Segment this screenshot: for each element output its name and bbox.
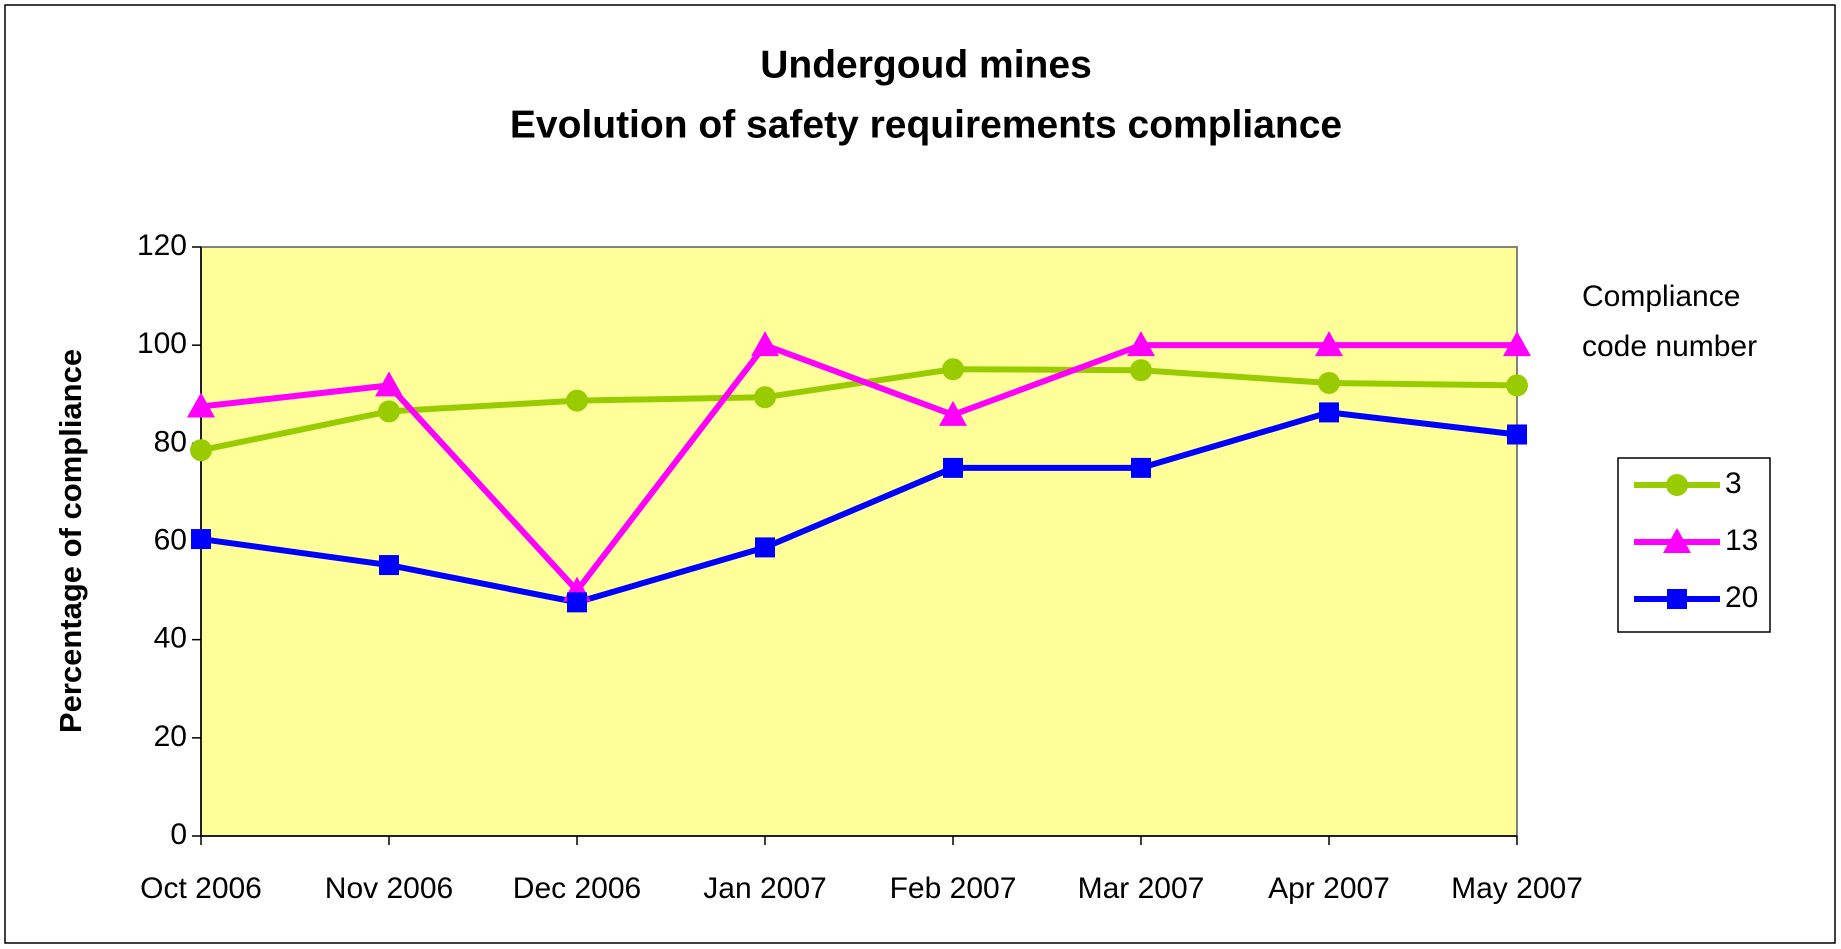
marker [187,392,215,418]
marker [1315,331,1343,357]
plot-area [200,246,1518,837]
y-tick-label: 20 [154,720,187,753]
y-tick-label: 60 [154,523,187,556]
marker [566,389,588,412]
x-tick-label: Mar 2007 [1078,872,1205,905]
chart-subtitle: Evolution of safety requirements complia… [510,103,1342,146]
marker [942,358,964,381]
marker [1503,331,1531,357]
y-tick-label: 40 [154,622,187,655]
series-line [200,342,1517,594]
marker [939,400,967,426]
y-tick-label: 80 [154,425,187,458]
marker [755,537,775,558]
marker [191,529,211,550]
x-tick-label: Nov 2006 [325,872,453,905]
legend-label: 20 [1725,581,1758,614]
marker [1130,359,1152,382]
x-tick-label: Apr 2007 [1268,872,1390,905]
x-tick-label: May 2007 [1451,872,1583,905]
marker [1318,371,1340,394]
y-tick-label: 120 [137,229,187,262]
legend-marker [1666,474,1688,496]
y-tick-label: 100 [137,327,187,360]
legend-marker [1667,589,1687,609]
marker [943,457,963,478]
marker [190,439,212,462]
x-tick-label: Jan 2007 [703,872,826,905]
marker [751,331,779,357]
marker [378,400,400,423]
marker [1319,402,1339,423]
legend-marker [1663,528,1691,553]
x-tick-label: Dec 2006 [513,872,641,905]
legend-label: 3 [1725,467,1742,500]
marker [754,386,776,409]
marker [567,592,587,613]
marker [1506,374,1528,397]
marker [1131,457,1151,478]
legend-title: Compliance code number [1582,280,1758,363]
marker [1127,331,1155,357]
marker [379,555,399,576]
marker [375,371,403,397]
x-tick-label: Feb 2007 [890,872,1017,905]
x-tick-label: Oct 2006 [140,872,262,905]
y-tick-label: 0 [170,818,187,851]
y-axis-label: Percentage of compliance [53,349,88,733]
marker [1507,424,1527,445]
chart-title: Undergoud mines [760,43,1092,86]
series-line [200,409,1518,606]
legend-label: 13 [1725,524,1758,557]
